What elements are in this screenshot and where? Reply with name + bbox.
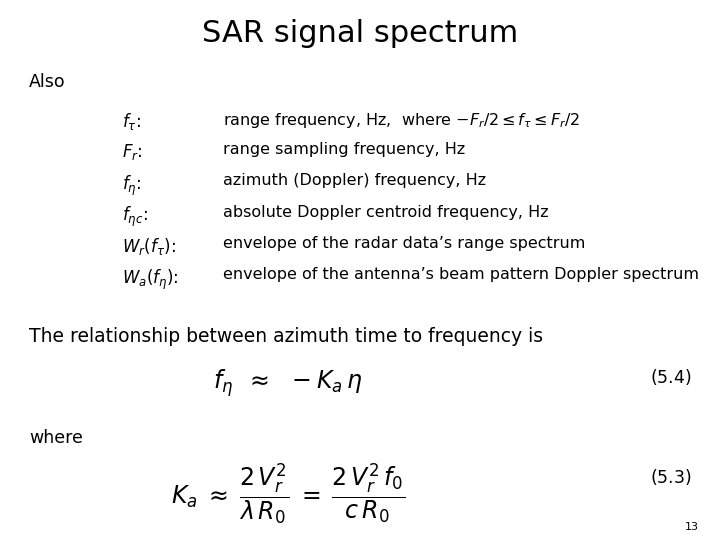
Text: where: where — [29, 429, 83, 447]
Text: $(5.4)$: $(5.4)$ — [649, 367, 691, 387]
Text: range frequency, Hz,  where $-F_r/2 \leq f_\tau \leq F_r/2$: range frequency, Hz, where $-F_r/2 \leq … — [223, 111, 580, 130]
Text: The relationship between azimuth time to frequency is: The relationship between azimuth time to… — [29, 327, 543, 346]
Text: SAR signal spectrum: SAR signal spectrum — [202, 19, 518, 48]
Text: $f_\eta \;\;\approx\;\; -K_a\,\eta$: $f_\eta \;\;\approx\;\; -K_a\,\eta$ — [213, 367, 363, 399]
Text: $f_\tau$:: $f_\tau$: — [122, 111, 142, 132]
Text: $f_{\eta c}$:: $f_{\eta c}$: — [122, 205, 148, 229]
Text: $F_r$:: $F_r$: — [122, 142, 143, 162]
Text: $W_a(f_\eta)$:: $W_a(f_\eta)$: — [122, 267, 179, 292]
Text: Also: Also — [29, 73, 66, 91]
Text: absolute Doppler centroid frequency, Hz: absolute Doppler centroid frequency, Hz — [223, 205, 549, 220]
Text: envelope of the antenna’s beam pattern Doppler spectrum: envelope of the antenna’s beam pattern D… — [223, 267, 699, 282]
Text: range sampling frequency, Hz: range sampling frequency, Hz — [223, 142, 465, 157]
Text: $f_\eta$:: $f_\eta$: — [122, 173, 142, 198]
Text: $W_r(f_\tau)$:: $W_r(f_\tau)$: — [122, 236, 176, 257]
Text: envelope of the radar data’s range spectrum: envelope of the radar data’s range spect… — [223, 236, 585, 251]
Text: $(5.3)$: $(5.3)$ — [649, 467, 691, 487]
Text: $K_a \;\approx\; \dfrac{2\,V_r^2}{\lambda\,R_0} \;=\; \dfrac{2\,V_r^2\,f_0}{c\,R: $K_a \;\approx\; \dfrac{2\,V_r^2}{\lambd… — [171, 462, 405, 526]
Text: azimuth (Doppler) frequency, Hz: azimuth (Doppler) frequency, Hz — [223, 173, 486, 188]
Text: 13: 13 — [685, 522, 698, 532]
